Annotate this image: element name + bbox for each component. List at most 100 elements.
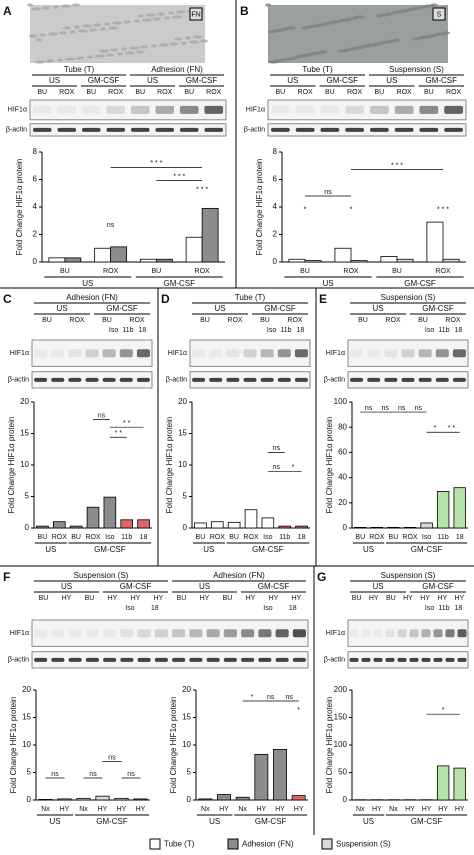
cell xyxy=(385,12,393,16)
y-tick-label: 150 xyxy=(334,713,348,722)
blot-strip xyxy=(267,123,467,137)
blot-band xyxy=(419,127,439,132)
blot-band xyxy=(136,349,150,358)
cell xyxy=(76,56,84,60)
blot-band xyxy=(32,127,52,132)
y-axis-label: Fold Change HIF1α protein xyxy=(169,697,178,794)
x-tick-label: BU xyxy=(38,534,48,541)
significance-label: * xyxy=(297,707,300,714)
cell xyxy=(99,49,109,53)
bar xyxy=(442,258,460,263)
cell xyxy=(78,29,88,33)
blot-label: β-actin xyxy=(166,377,187,384)
micrograph xyxy=(268,5,448,63)
x-tick-label: ROX xyxy=(210,534,226,541)
significance-label: ns xyxy=(89,771,97,778)
bar xyxy=(103,496,117,529)
cell xyxy=(27,3,33,7)
blot-strip xyxy=(29,123,227,137)
cell xyxy=(104,22,110,26)
blot-band xyxy=(361,629,371,638)
x-tick-label: BU xyxy=(71,534,81,541)
treatment-label: BU xyxy=(37,89,47,96)
bar xyxy=(137,519,150,529)
x-tick-label: BU xyxy=(389,534,399,541)
significance-label: * * * xyxy=(173,173,185,180)
header-title: Suspension (S) xyxy=(389,65,444,74)
image-label: S xyxy=(437,11,442,18)
blot-band xyxy=(102,377,116,382)
significance-label: ns xyxy=(273,445,281,452)
blot-band xyxy=(226,349,240,358)
group-label: US xyxy=(363,545,374,554)
blot-band xyxy=(401,349,415,358)
y-tick-label: 40 xyxy=(338,473,347,482)
y-axis-label: Fold Change HIF1α protein xyxy=(15,159,24,256)
y-axis-label: Fold Change HIF1α protein xyxy=(325,697,334,794)
x-tick-label: ROX xyxy=(343,268,359,275)
treatment-label: ROX xyxy=(69,317,85,324)
treatment-label: HY xyxy=(403,595,413,602)
x-tick-label: BU xyxy=(152,268,162,275)
blot-band xyxy=(137,657,151,662)
treatment-label: HY xyxy=(131,595,141,602)
bar xyxy=(155,258,173,263)
significance-label: * * xyxy=(115,430,123,437)
blot-band xyxy=(452,377,466,382)
treatment-label: ROX xyxy=(446,89,462,96)
cell xyxy=(289,56,297,60)
blot-band xyxy=(85,349,99,358)
blot-strip xyxy=(347,651,469,669)
y-tick-label: 10 xyxy=(22,740,31,749)
y-axis-label: Fold Change HIF1α protein xyxy=(9,697,18,794)
blot-band xyxy=(401,377,415,382)
cell xyxy=(93,23,101,27)
group-label: US xyxy=(49,817,60,826)
treatment-label: BU xyxy=(200,317,210,324)
bar xyxy=(387,526,400,529)
blot-band xyxy=(292,657,306,662)
blot-band xyxy=(34,377,48,382)
bar xyxy=(36,525,49,529)
treatment-label: 18 xyxy=(139,327,147,334)
x-tick-label: HY xyxy=(405,806,415,813)
group-label: GM-CSF xyxy=(411,817,443,826)
significance-label: ns xyxy=(398,405,406,412)
treatment-label: ROX xyxy=(287,317,303,324)
header-title: Suspension (S) xyxy=(381,293,436,302)
blot-band xyxy=(226,377,240,382)
blot-band xyxy=(409,629,419,638)
cell xyxy=(46,59,54,63)
y-axis-label: Fold Change HIF1α protein xyxy=(7,417,16,514)
y-tick-label: 100 xyxy=(334,740,348,749)
blot-band xyxy=(51,377,65,382)
significance-label: * * * xyxy=(150,160,162,167)
blot-band xyxy=(154,629,168,638)
bar xyxy=(198,798,213,801)
blot-strip xyxy=(189,339,311,367)
image-label: FN xyxy=(191,11,200,18)
blot-band xyxy=(192,377,206,382)
header-title: Adhesion (FN) xyxy=(66,293,118,302)
header-title: Adhesion (FN) xyxy=(151,65,203,74)
treatment-label: BU xyxy=(276,89,286,96)
significance-label: ns xyxy=(273,464,281,471)
y-axis-label: Fold Change HIF1α protein xyxy=(255,159,264,256)
blot-band xyxy=(206,657,220,662)
legend-swatch xyxy=(321,838,333,850)
y-tick-label: 2 xyxy=(273,230,278,239)
blot-band xyxy=(295,105,315,114)
significance-label: * xyxy=(251,694,254,701)
x-tick-label: 11b xyxy=(438,534,449,541)
blot-band xyxy=(81,105,101,114)
legend-label: Suspension (S) xyxy=(336,840,391,849)
x-tick-label: Nx xyxy=(356,806,365,813)
cell xyxy=(36,38,42,42)
y-tick-label: 0 xyxy=(183,523,188,532)
blot-band xyxy=(277,349,291,358)
condition-label: GM-CSF xyxy=(258,582,290,591)
cell xyxy=(129,46,139,50)
condition-label: US xyxy=(147,76,158,85)
bar xyxy=(86,506,100,529)
cell xyxy=(42,6,50,10)
